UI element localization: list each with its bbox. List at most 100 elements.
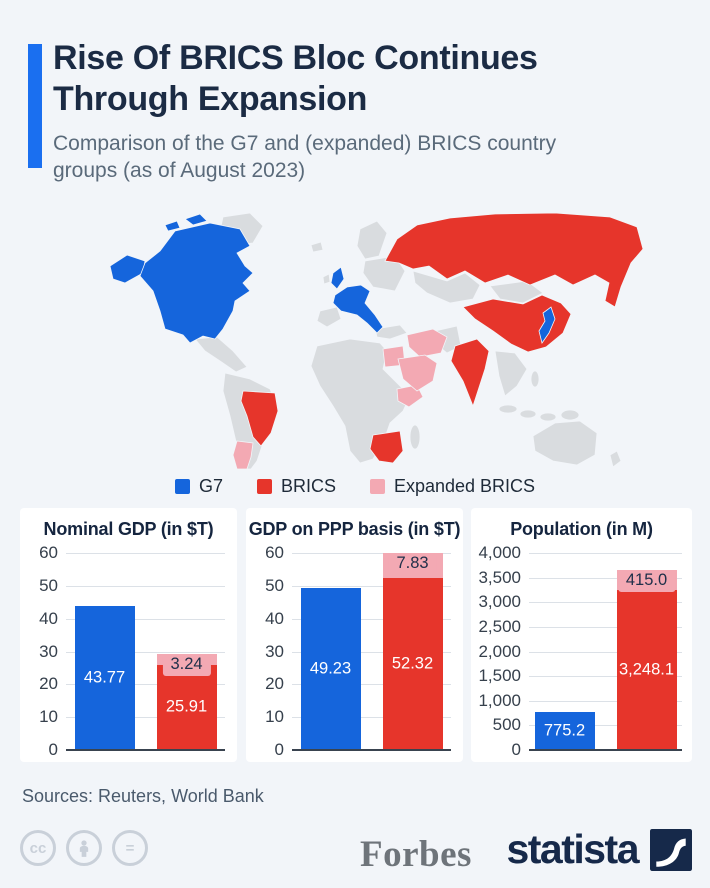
bar-brics: 3,248.1 415.0 xyxy=(616,569,677,750)
chart-bars: 43.77 25.91 3.24 xyxy=(66,553,225,750)
map-region-ireland xyxy=(322,273,331,285)
bar-value-label: 43.77 xyxy=(83,668,126,687)
y-axis-tick: 50 xyxy=(265,575,284,595)
gridline xyxy=(529,700,682,702)
gridline xyxy=(292,717,451,719)
gridline xyxy=(66,684,225,686)
map-region-mongolia xyxy=(489,280,544,304)
gridline xyxy=(292,651,451,653)
legend-swatch-g7 xyxy=(174,479,190,494)
chart-title: GDP on PPP basis (in $T) xyxy=(248,519,461,539)
y-axis-tick: 500 xyxy=(492,715,521,735)
bar-segment-brics: 52.32 xyxy=(382,578,443,750)
gridline xyxy=(529,577,682,579)
gridline xyxy=(66,585,225,587)
bar-segment-expanded-brics: 7.83 xyxy=(382,552,443,579)
chart-plot: 43.77 25.91 3.24 0 10 20 30 40 50 60 xyxy=(39,543,225,759)
map-region-arctic-islands-2 xyxy=(164,220,181,232)
map-region-new-guinea xyxy=(560,409,580,421)
bar-value-label: 49.23 xyxy=(309,659,352,678)
chart-plot: 775.2 3,248.1 415.0 0 500 1,000 1,500 2,000 2,5… xyxy=(478,543,682,759)
bar-segment-g7: 49.23 xyxy=(300,588,361,750)
chart-bars: 49.23 52.32 7.83 xyxy=(292,552,451,750)
bar-g7: 43.77 xyxy=(74,606,135,750)
chart-nominal-gdp: Nominal GDP (in $T) 43.77 25.91 3.24 0 10 20… xyxy=(20,508,237,762)
map-region-new-zealand xyxy=(609,450,622,468)
map-region-iceland xyxy=(310,241,324,253)
map-region-indonesia-2 xyxy=(519,409,537,419)
legend-swatch-expanded-brics xyxy=(369,479,385,494)
gridline xyxy=(66,618,225,620)
bar-value-label: 7.83 xyxy=(388,552,437,575)
y-axis-tick: 40 xyxy=(39,608,58,628)
map-legend: G7 BRICS Expanded BRICS xyxy=(0,476,710,497)
map-region-japan xyxy=(538,306,556,344)
gridline xyxy=(529,602,682,604)
y-axis-tick: 20 xyxy=(265,674,284,694)
map-region-france-germany-italy xyxy=(332,284,384,334)
map-region-india xyxy=(450,338,490,408)
statista-logo: statista xyxy=(506,826,692,873)
y-axis-tick: 1,500 xyxy=(478,666,521,686)
legend-item-g7: G7 xyxy=(174,476,223,497)
y-axis-tick: 10 xyxy=(39,707,58,727)
bar-value-label: 415.0 xyxy=(617,569,676,592)
cc-nd-icon: = xyxy=(112,830,148,866)
map-region-central-asia xyxy=(412,270,481,304)
map-region-argentina xyxy=(232,440,254,470)
bar-value-label: 775.2 xyxy=(543,721,586,740)
x-axis-baseline xyxy=(66,749,225,751)
x-axis-baseline xyxy=(529,749,682,751)
bar-segment-brics: 25.91 xyxy=(156,664,217,750)
chart-plot: 49.23 52.32 7.83 0 10 20 30 40 50 60 xyxy=(265,543,451,759)
chart-bars: 775.2 3,248.1 415.0 xyxy=(529,553,682,750)
bar-segment-g7: 43.77 xyxy=(74,606,135,750)
person-glyph xyxy=(79,840,89,857)
y-axis-tick: 0 xyxy=(511,740,521,759)
x-axis-baseline xyxy=(292,749,451,751)
map-region-alaska xyxy=(109,254,146,284)
y-axis-tick: 3,500 xyxy=(478,567,521,587)
forbes-logo: Forbes xyxy=(360,834,472,875)
gridline xyxy=(292,618,451,620)
nd-icon-label: = xyxy=(125,839,135,857)
map-region-australia xyxy=(532,420,598,466)
cc-icon: cc xyxy=(20,830,56,866)
cc-icon-label: cc xyxy=(29,839,47,857)
gridline xyxy=(529,553,682,554)
gridline xyxy=(529,651,682,653)
y-axis-tick: 1,000 xyxy=(478,690,521,710)
y-axis-tick: 2,000 xyxy=(478,641,521,661)
map-region-madagascar xyxy=(409,424,421,450)
page-subtitle: Comparison of the G7 and (expanded) BRIC… xyxy=(53,132,557,183)
y-axis-tick: 30 xyxy=(265,641,284,661)
y-axis-tick: 60 xyxy=(265,543,284,562)
legend-item-brics: BRICS xyxy=(256,476,336,497)
legend-label-g7: G7 xyxy=(198,476,223,496)
y-axis-tick: 4,000 xyxy=(478,543,521,562)
chart-population: Population (in M) 775.2 3,248.1 415.0 0 500… xyxy=(471,508,692,762)
chart-title: Population (in M) xyxy=(510,519,653,539)
map-region-arctic-islands-1 xyxy=(184,213,208,226)
bar-segment-expanded-brics: 415.0 xyxy=(616,569,677,592)
chart-title: Nominal GDP (in $T) xyxy=(43,519,214,539)
map-region-brazil xyxy=(240,390,279,447)
bar-value-label: 25.91 xyxy=(165,697,208,716)
bar-segment-g7: 775.2 xyxy=(534,711,595,750)
bar-value-label: 3.24 xyxy=(162,654,211,677)
map-region-indonesia-1 xyxy=(498,404,518,414)
map-region-russia xyxy=(384,212,644,308)
map-region-united-kingdom xyxy=(330,266,345,290)
map-region-canada-usa xyxy=(139,222,254,344)
gridline xyxy=(292,585,451,587)
map-region-southeast-asia xyxy=(494,350,528,397)
map-region-turkey xyxy=(374,324,408,340)
statista-wordmark: statista xyxy=(506,826,639,872)
map-region-south-africa xyxy=(369,430,404,464)
gridline xyxy=(529,676,682,678)
world-map-svg xyxy=(109,212,644,470)
y-axis-tick: 0 xyxy=(274,740,284,759)
gridline xyxy=(66,717,225,719)
y-axis-tick: 3,000 xyxy=(478,592,521,612)
